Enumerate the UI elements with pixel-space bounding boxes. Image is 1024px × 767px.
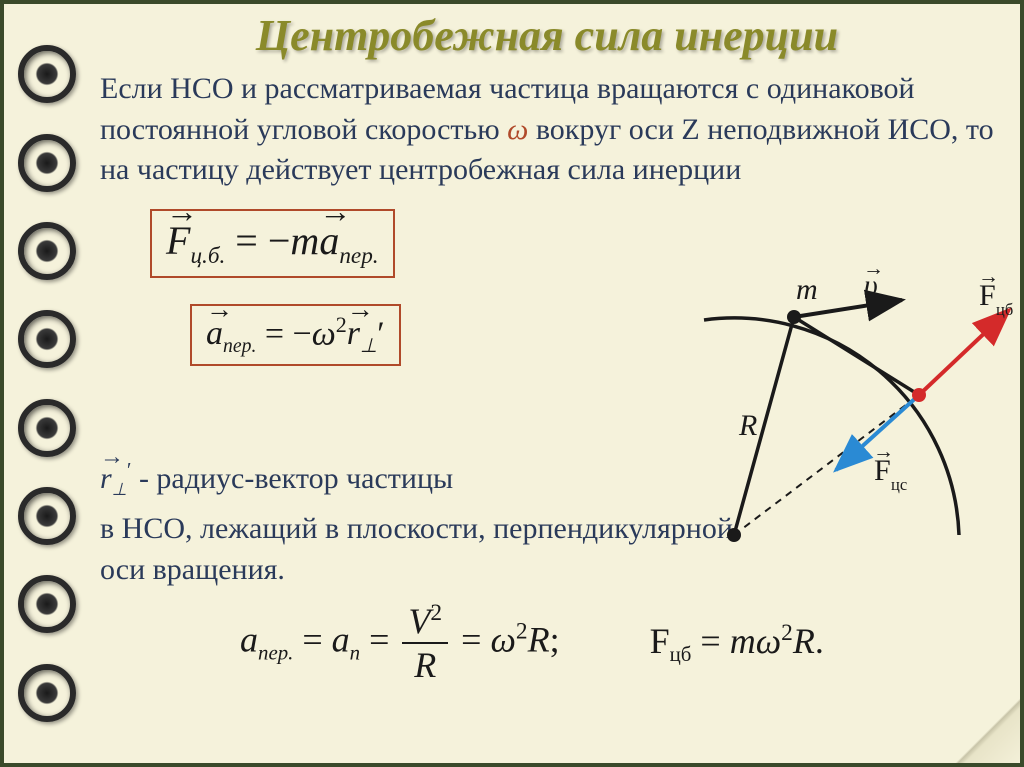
f3-eq3: = [452,619,490,659]
sub-cb: ц.б. [190,243,225,269]
formula-centrifugal-force: Fц.б. = −maпер. [150,209,395,278]
svg-text:→: → [978,264,999,288]
sub-perp: ⊥ [360,335,377,357]
f3-eq2: = [360,619,398,659]
prime-mark: ′ [377,315,384,352]
formula-a-per: aпер. = an = V2R = ω2R; [240,600,560,686]
bottom-formulas-row: aпер. = an = V2R = ω2R; Fцб = mω2R. [100,600,994,686]
eq-neg: = − [225,218,290,263]
mass-m: m [290,218,319,263]
omega-symbol: ω [507,113,528,146]
sub-per: пер. [339,243,378,269]
f3-an: a [332,619,350,659]
f4-F: F [650,621,670,661]
radius-text: - радиус-вектор частицы [139,462,453,495]
formula-acceleration: aпер. = −ω2r⊥′ [190,304,401,366]
vector-a: a [319,217,339,264]
f3-R: R [408,644,442,686]
svg-text:m: m [796,273,818,306]
page-title: Центробежная сила инерции [100,10,994,61]
f4-m: m [730,621,756,661]
r-perp-symbol: r⊥′ [100,462,139,495]
vec-r-desc: r [100,459,112,500]
f4-R: R [793,621,815,661]
f3-w: ω [490,619,515,659]
sup-2: 2 [336,312,347,337]
sub-per2: пер. [223,335,256,357]
vector-r: r [347,315,360,353]
svg-text:R: R [738,409,757,442]
f3-vsup: 2 [430,600,442,626]
prime-desc: ′ [127,458,132,482]
f4-w: ω [756,621,781,661]
bottom-line-1: в НСО, лежащий в плоскости, перпендикуля… [100,512,733,545]
f3-sub: пер. [258,641,293,665]
f3-R2: R [528,619,550,659]
svg-text:цс: цс [891,475,907,494]
svg-text:→: → [873,439,894,463]
bottom-line-2: оси вращения. [100,553,285,586]
f3-a: a [240,619,258,659]
page-corner-fold [954,697,1024,767]
intro-paragraph: Если НСО и рассматриваемая частица враща… [100,69,994,191]
f4-end: . [815,621,824,661]
f3-wsup: 2 [516,618,528,644]
f4-wsup: 2 [781,620,793,646]
eq-neg2: = − [256,315,311,352]
force-diagram: mυ→RF→цбF→цс [644,245,1024,545]
f4-sub: цб [670,642,692,666]
vector-F: F [166,217,190,264]
f3-eq1: = [293,619,331,659]
f4-eq: = [691,621,729,661]
f3-ansub: n [350,641,360,665]
spiral-binding [18,0,88,767]
sub-perp-desc: ⊥ [112,479,127,499]
formula-f-cb-final: Fцб = mω2R. [650,620,824,667]
omega-f2: ω [312,315,336,352]
f3-V: V [408,601,430,641]
svg-text:→: → [863,256,884,280]
vector-a2: a [206,315,223,353]
svg-text:цб: цб [996,300,1013,319]
fraction-v2-r: V2 R [402,600,448,686]
f3-end: ; [550,619,560,659]
